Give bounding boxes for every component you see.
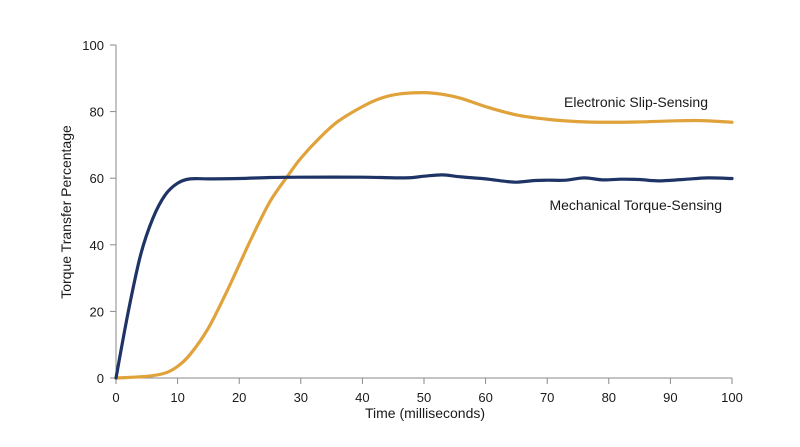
mechanical-torque-sensing-line <box>114 173 734 380</box>
x-axis-title: Time (milliseconds) <box>365 405 485 421</box>
x-tick-label: 0 <box>112 390 119 405</box>
mechanical-torque-sensing-label: Mechanical Torque-Sensing <box>549 197 722 213</box>
x-tick-label: 100 <box>721 390 743 405</box>
series-labels: Electronic Slip-Sensing Mechanical Torque… <box>549 94 722 213</box>
y-tick-label: 100 <box>82 38 104 53</box>
x-tick-label: 40 <box>355 390 369 405</box>
y-tick-label: 60 <box>90 171 104 186</box>
x-tick-label: 10 <box>170 390 184 405</box>
y-tick-label: 80 <box>90 105 104 120</box>
x-tick-label: 60 <box>478 390 492 405</box>
series-lines <box>114 91 734 380</box>
x-tick-label: 50 <box>417 390 431 405</box>
x-tick-label: 90 <box>663 390 677 405</box>
y-tick-label: 40 <box>90 238 104 253</box>
electronic-slip-sensing-label: Electronic Slip-Sensing <box>564 94 708 110</box>
y-axis-ticks: 0 20 40 60 80 100 <box>82 38 116 386</box>
x-tick-label: 30 <box>294 390 308 405</box>
y-tick-label: 0 <box>97 371 104 386</box>
x-axis-ticks: 0 10 20 30 40 50 60 70 80 90 100 <box>112 378 743 405</box>
y-axis-title: Torque Transfer Percentage <box>58 125 74 299</box>
x-tick-label: 70 <box>540 390 554 405</box>
y-tick-label: 20 <box>90 304 104 319</box>
x-tick-label: 20 <box>232 390 246 405</box>
electronic-slip-sensing-line <box>114 91 734 380</box>
x-tick-label: 80 <box>602 390 616 405</box>
